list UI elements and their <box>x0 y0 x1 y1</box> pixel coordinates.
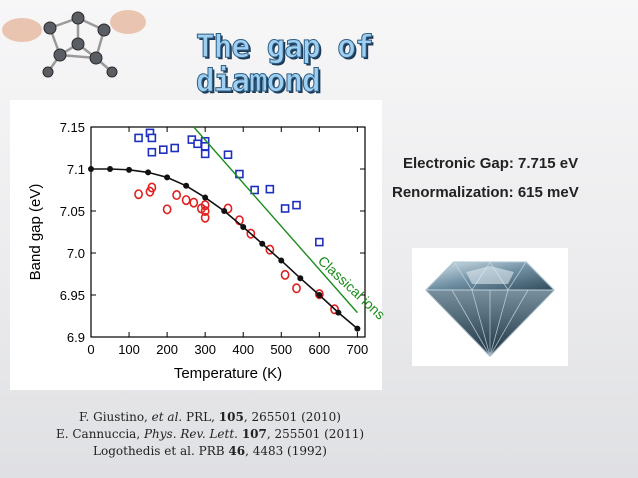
square-data-point <box>147 147 157 157</box>
reference-1: F. Giustino, et al. PRL, 105, 265501 (20… <box>79 410 341 424</box>
square-data-point <box>170 143 180 153</box>
reference-3: Logothedis et al. PRB 46, 4483 (1992) <box>93 444 327 458</box>
circle-data-point <box>172 190 182 201</box>
theory-point <box>107 166 114 172</box>
y-tick-label: 6.9 <box>67 330 85 345</box>
square-data-point <box>250 185 259 195</box>
classical-ions-annotation: Classical ions <box>315 252 389 322</box>
square-data-point <box>315 237 324 247</box>
y-tick-label: 6.95 <box>60 288 85 303</box>
y-axis-label: Band gap (eV) <box>27 184 44 281</box>
x-tick-label: 300 <box>194 342 216 357</box>
y-tick-label: 7.15 <box>60 120 85 135</box>
square-data-point <box>280 204 290 213</box>
circle-data-point <box>181 195 191 206</box>
y-tick-label: 7.0 <box>67 246 85 261</box>
diamond-image <box>412 248 568 366</box>
square-data-point <box>147 133 157 143</box>
circle-data-point <box>330 304 339 315</box>
electronic-gap-text: Electronic Gap: 7.715 eV <box>403 155 579 172</box>
references: F. Giustino, et al. PRL, 105, 265501 (20… <box>20 409 400 460</box>
molecule-model-icon <box>2 10 146 78</box>
circle-data-point <box>292 283 301 294</box>
circle-data-point <box>200 212 210 223</box>
square-data-point <box>265 184 275 194</box>
theory-point <box>335 309 342 316</box>
x-axis-label: Temperature (K) <box>174 365 282 382</box>
x-tick-label: 500 <box>270 342 292 357</box>
circle-data-point <box>189 197 199 208</box>
circle-data-point <box>162 204 172 215</box>
theory-point <box>259 240 266 247</box>
theory-point <box>88 166 94 172</box>
square-data-point <box>292 200 301 210</box>
theory-point <box>164 174 171 181</box>
circle-data-point <box>134 189 143 200</box>
circle-data-point <box>200 206 210 217</box>
circle-data-point <box>314 289 324 300</box>
square-data-point <box>159 145 168 154</box>
plot-frame <box>90 126 366 338</box>
x-tick-label: 200 <box>156 342 178 357</box>
square-data-point <box>134 133 143 143</box>
diamond-image-icon <box>424 261 556 357</box>
theory-point <box>126 166 133 173</box>
slide-title: The gap of diamond <box>196 29 456 99</box>
theory-point <box>202 194 209 201</box>
x-tick-label: 600 <box>308 342 330 357</box>
slide-title-line-1: The gap of <box>196 29 375 65</box>
circle-data-point <box>265 244 275 255</box>
x-tick-label: 400 <box>232 342 254 357</box>
classical-ions-line <box>193 126 358 314</box>
theory-point <box>240 223 247 230</box>
y-tick-label: 7.1 <box>67 162 85 177</box>
theory-point <box>221 208 228 214</box>
theory-point <box>145 169 152 176</box>
square-data-point <box>193 139 202 149</box>
y-tick-label: 7.05 <box>60 204 85 219</box>
theory-point <box>297 275 304 282</box>
square-data-point <box>200 142 210 151</box>
circle-data-point <box>200 200 210 211</box>
x-tick-label: 100 <box>118 342 140 357</box>
slide-title-line-2: diamond <box>196 63 322 99</box>
reference-2: E. Cannuccia, Phys. Rev. Lett. 107, 2555… <box>55 427 365 441</box>
circle-data-point <box>246 228 256 239</box>
square-data-point <box>200 149 210 159</box>
square-data-point <box>223 150 233 160</box>
circle-data-point <box>280 269 290 280</box>
renormalization-text: Renormalization: 615 meV <box>392 184 579 201</box>
theory-point <box>183 182 190 189</box>
theory-point <box>354 325 361 332</box>
theory-curve <box>91 168 358 330</box>
circle-data-point <box>147 182 157 193</box>
theory-point <box>278 257 285 264</box>
x-tick-label: 0 <box>87 342 94 357</box>
x-tick-label: 700 <box>347 342 369 357</box>
theory-point <box>316 292 323 298</box>
